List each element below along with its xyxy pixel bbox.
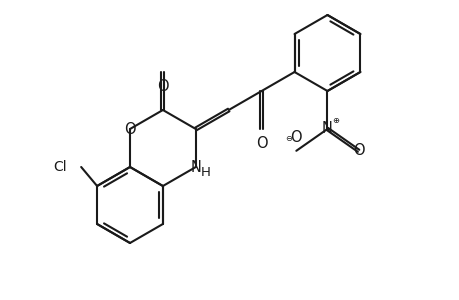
Text: O: O xyxy=(157,79,168,94)
Text: ⊕: ⊕ xyxy=(331,116,338,125)
Text: H: H xyxy=(200,166,210,179)
Text: O: O xyxy=(290,130,302,145)
Text: ⊖: ⊖ xyxy=(284,134,291,143)
Text: O: O xyxy=(255,136,267,151)
Text: N: N xyxy=(321,122,332,136)
Text: Cl: Cl xyxy=(53,160,67,174)
Text: O: O xyxy=(124,122,135,136)
Text: N: N xyxy=(190,160,201,175)
Text: O: O xyxy=(352,143,364,158)
